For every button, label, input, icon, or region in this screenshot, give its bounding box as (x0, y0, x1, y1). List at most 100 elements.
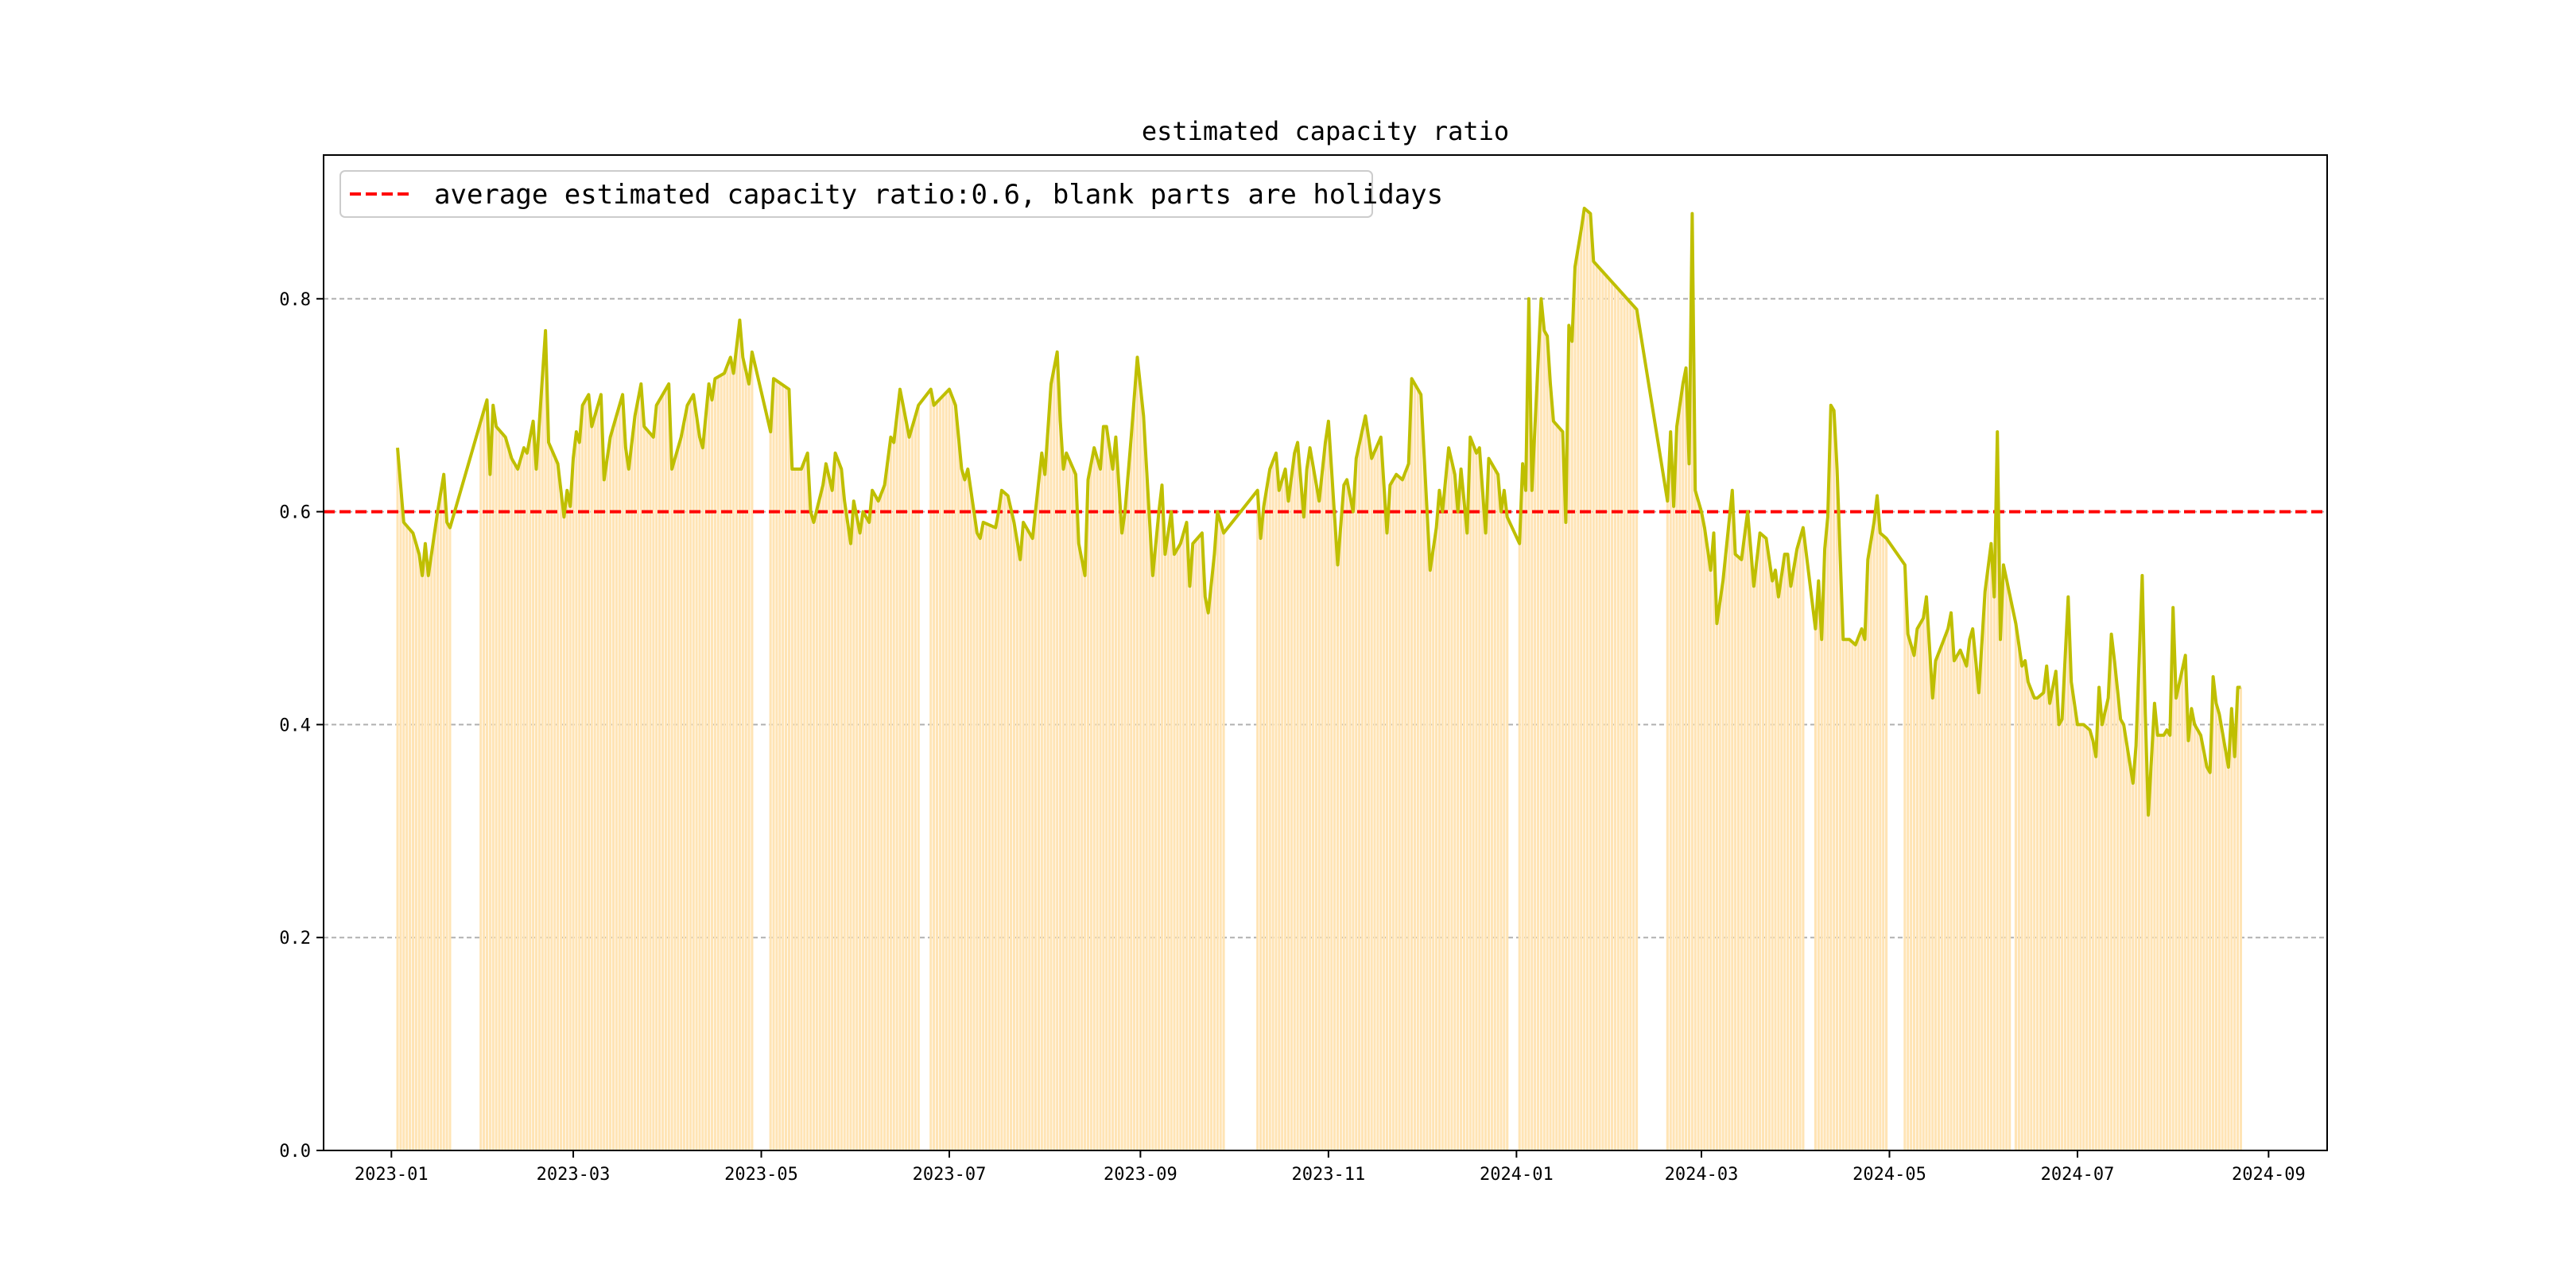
y-tick-label: 0.0 (279, 1142, 311, 1162)
bar (793, 469, 797, 1150)
x-tick-label: 2023-03 (537, 1165, 611, 1185)
bar (831, 490, 834, 1150)
bar (1256, 490, 1259, 1150)
bar (1281, 479, 1284, 1150)
bar (1142, 416, 1145, 1150)
bar (1795, 549, 1798, 1150)
bar (1204, 596, 1207, 1150)
bar (513, 464, 516, 1150)
bar (935, 402, 939, 1150)
bar (2156, 735, 2159, 1150)
bar (1034, 510, 1038, 1150)
bar (599, 394, 603, 1150)
bar (1222, 533, 1225, 1150)
bar (421, 575, 424, 1150)
bar (2042, 692, 2045, 1150)
bar (2137, 661, 2141, 1150)
bar (581, 405, 584, 1150)
bar (1675, 426, 1678, 1150)
bar (2135, 746, 2138, 1150)
bar (1398, 477, 1401, 1150)
bar (821, 485, 824, 1150)
bar (2209, 772, 2212, 1150)
bar (966, 469, 969, 1150)
bar (534, 469, 538, 1150)
bar (1216, 511, 1219, 1150)
bar (2147, 815, 2150, 1150)
bar (997, 511, 1000, 1150)
bar (698, 436, 701, 1150)
bar (1355, 458, 1358, 1150)
bar (1767, 559, 1771, 1150)
bar (2027, 681, 2030, 1150)
bar (1314, 483, 1317, 1150)
bar (2150, 758, 2153, 1150)
bar (2097, 687, 2101, 1150)
bar (1293, 452, 1296, 1150)
bar (1635, 309, 1639, 1151)
bar (987, 525, 991, 1150)
bar (778, 382, 782, 1150)
bar (1210, 583, 1213, 1150)
bar (409, 529, 412, 1150)
bar (1197, 536, 1201, 1150)
bar (1506, 517, 1509, 1150)
bar (1311, 465, 1315, 1150)
bar (1620, 292, 1623, 1151)
bar (1814, 628, 1817, 1150)
bar (2054, 671, 2058, 1150)
bar (1567, 325, 1570, 1151)
bar (945, 392, 948, 1150)
bar (627, 469, 630, 1150)
bar (1693, 490, 1697, 1150)
bar (1879, 533, 1882, 1150)
bar (2023, 661, 2027, 1150)
bar (2199, 735, 2202, 1150)
bar (1022, 522, 1025, 1150)
bar (828, 477, 831, 1150)
bar (2107, 697, 2110, 1150)
bar (895, 416, 898, 1150)
bar (1410, 378, 1414, 1150)
bar (1749, 549, 1752, 1150)
bar (1475, 452, 1478, 1150)
bar (1882, 535, 1885, 1150)
bar (2132, 783, 2135, 1150)
bar (479, 421, 483, 1150)
bar (1123, 511, 1127, 1150)
bar (2221, 731, 2224, 1150)
bar (852, 501, 855, 1150)
y-tick-label: 0.8 (279, 290, 311, 310)
bar (2063, 658, 2067, 1150)
bar (526, 452, 529, 1150)
bar (652, 436, 655, 1150)
bar (2159, 735, 2163, 1150)
bar (609, 436, 612, 1150)
bar (824, 464, 828, 1150)
bar (818, 497, 821, 1150)
bar (1959, 650, 1962, 1150)
bar (695, 416, 698, 1150)
bar (1669, 432, 1672, 1150)
bar (1728, 520, 1731, 1150)
bar (2085, 727, 2089, 1150)
bar (1577, 248, 1580, 1150)
bar (611, 426, 615, 1150)
bar (1012, 522, 1015, 1150)
bar (951, 397, 954, 1151)
bar (1278, 490, 1281, 1150)
bar (1496, 474, 1499, 1150)
bar (1114, 436, 1117, 1150)
bar (1173, 554, 1176, 1150)
bar (1771, 580, 1774, 1150)
bar (836, 460, 840, 1150)
bar (2008, 594, 2012, 1150)
bar (1185, 522, 1189, 1150)
bar (553, 456, 557, 1150)
bar (1182, 533, 1185, 1150)
bar (1472, 444, 1475, 1150)
bar (445, 522, 448, 1150)
bar (430, 554, 433, 1150)
bar (1580, 229, 1583, 1150)
